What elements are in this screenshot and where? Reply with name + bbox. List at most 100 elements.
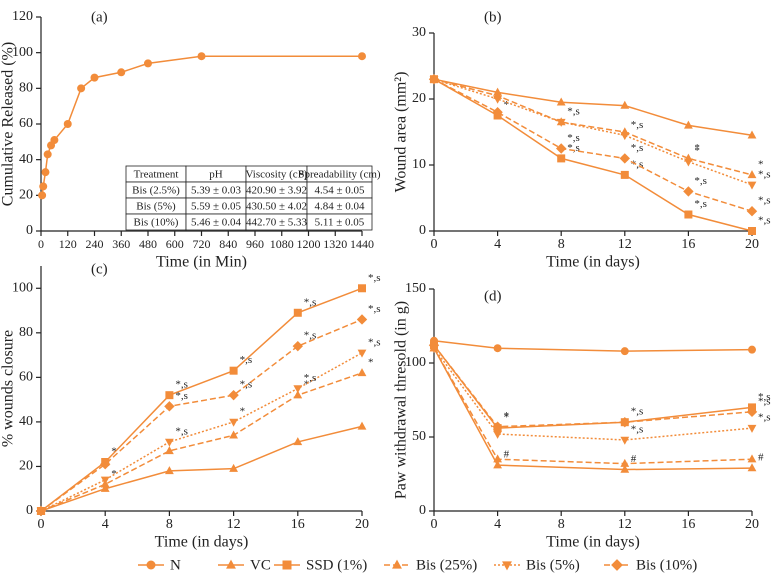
table-text: 5.46 ± 0.04: [191, 217, 242, 229]
data-point: [493, 95, 502, 104]
x-tick-label: 1440: [350, 237, 374, 251]
data-point: [229, 463, 238, 472]
data-point: [620, 100, 630, 109]
data-point: [358, 284, 366, 293]
data-point: [293, 437, 303, 446]
table-text: 4.84 ± 0.04: [314, 201, 365, 213]
significance-label: *,s: [758, 395, 771, 407]
data-point: [90, 73, 99, 82]
data-point: [493, 344, 502, 353]
data-point: [293, 390, 303, 399]
data-point: [683, 186, 694, 197]
legend-marker: [502, 561, 512, 571]
series-line: [40, 352, 363, 512]
legend-marker: [226, 559, 236, 569]
data-point: [356, 314, 368, 325]
significance-label: *: [111, 446, 117, 458]
data-point: [293, 308, 302, 317]
legend-label: SSD (1%): [306, 557, 367, 573]
y-tick-label: 60: [19, 370, 33, 385]
series-line: [433, 347, 753, 441]
x-tick-label: 4: [494, 237, 501, 252]
legend-label: N: [170, 557, 181, 573]
x-tick-label: 120: [59, 237, 77, 251]
x-tick-label: 0: [431, 517, 438, 532]
x-tick-label: 12: [618, 237, 632, 252]
data-point: [165, 466, 174, 475]
x-tick-label: 1320: [323, 237, 347, 251]
series-line: [433, 78, 753, 232]
y-tick-label: 60: [19, 116, 33, 131]
series-line: [40, 372, 363, 512]
x-axis-label: Time (in days): [546, 534, 640, 551]
legend-label: VC: [250, 557, 271, 573]
significance-label: *: [368, 356, 374, 368]
significance-label: *: [240, 405, 246, 417]
significance-label: *,s: [368, 336, 381, 348]
data-point: [747, 424, 757, 433]
data-point: [100, 476, 110, 485]
y-tick-label: 10: [412, 157, 426, 172]
x-axis-label: Time (in days): [155, 534, 249, 551]
panel-label: (a): [91, 9, 108, 25]
significance-label: #: [758, 452, 764, 464]
series-line: [433, 347, 753, 465]
significance-label: *,s: [175, 379, 188, 391]
data-point: [620, 464, 630, 473]
y-tick-label: 0: [419, 503, 426, 518]
data-point: [165, 391, 174, 400]
table-text: pH: [209, 169, 223, 181]
x-tick-label: 240: [86, 237, 104, 251]
data-point: [684, 210, 693, 219]
significance-label: *,s: [304, 372, 317, 384]
significance-label: *,s: [304, 330, 317, 342]
x-tick-label: 8: [166, 517, 173, 532]
data-point: [292, 340, 303, 352]
y-axis-label: % wounds closure: [0, 330, 17, 447]
x-tick-label: 16: [681, 517, 695, 532]
series-line: [433, 78, 753, 186]
data-point: [165, 446, 174, 455]
significance-label: *,s: [631, 142, 644, 154]
data-point: [747, 463, 757, 472]
table-text: 430.50 ± 4.02: [246, 201, 307, 213]
y-tick-label: 80: [19, 81, 33, 96]
series-line: [40, 287, 363, 512]
data-point: [620, 436, 630, 445]
significance-label: *,s: [240, 354, 253, 366]
data-point: [684, 158, 693, 167]
significance-label: *,s: [758, 391, 771, 403]
x-tick-label: 16: [291, 517, 305, 532]
x-tick-label: 8: [558, 237, 565, 252]
legend-label: Bis (10%): [636, 557, 697, 573]
y-tick-label: 20: [19, 188, 33, 203]
table-text: Bis (2.5%): [132, 185, 180, 197]
y-tick-label: 120: [12, 9, 33, 24]
x-tick-label: 12: [618, 517, 632, 532]
data-point: [748, 227, 756, 235]
series-line: [433, 78, 753, 137]
legend-marker: [611, 559, 623, 571]
significance-label: *,s: [631, 119, 644, 131]
x-tick-label: 600: [166, 237, 184, 251]
data-point: [165, 438, 174, 447]
significance-label: *,s: [368, 272, 381, 284]
x-tick-label: 960: [246, 237, 264, 251]
y-tick-label: 20: [412, 91, 426, 106]
data-point: [50, 136, 59, 145]
data-point: [492, 421, 503, 432]
data-point: [620, 347, 629, 356]
x-tick-label: 0: [38, 517, 45, 532]
significance-label: *,s: [631, 406, 644, 418]
legend-marker: [282, 560, 292, 570]
series-line: [40, 318, 363, 512]
significance-label: *,s: [694, 175, 707, 187]
x-tick-label: 840: [219, 237, 237, 251]
table-text: 442.70 ± 5.33: [246, 217, 308, 229]
table-text: 5.39 ± 0.03: [191, 185, 242, 197]
y-tick-label: 30: [412, 25, 426, 40]
data-point: [684, 120, 693, 129]
data-point: [357, 349, 367, 358]
significance-label: *,s: [758, 412, 771, 424]
